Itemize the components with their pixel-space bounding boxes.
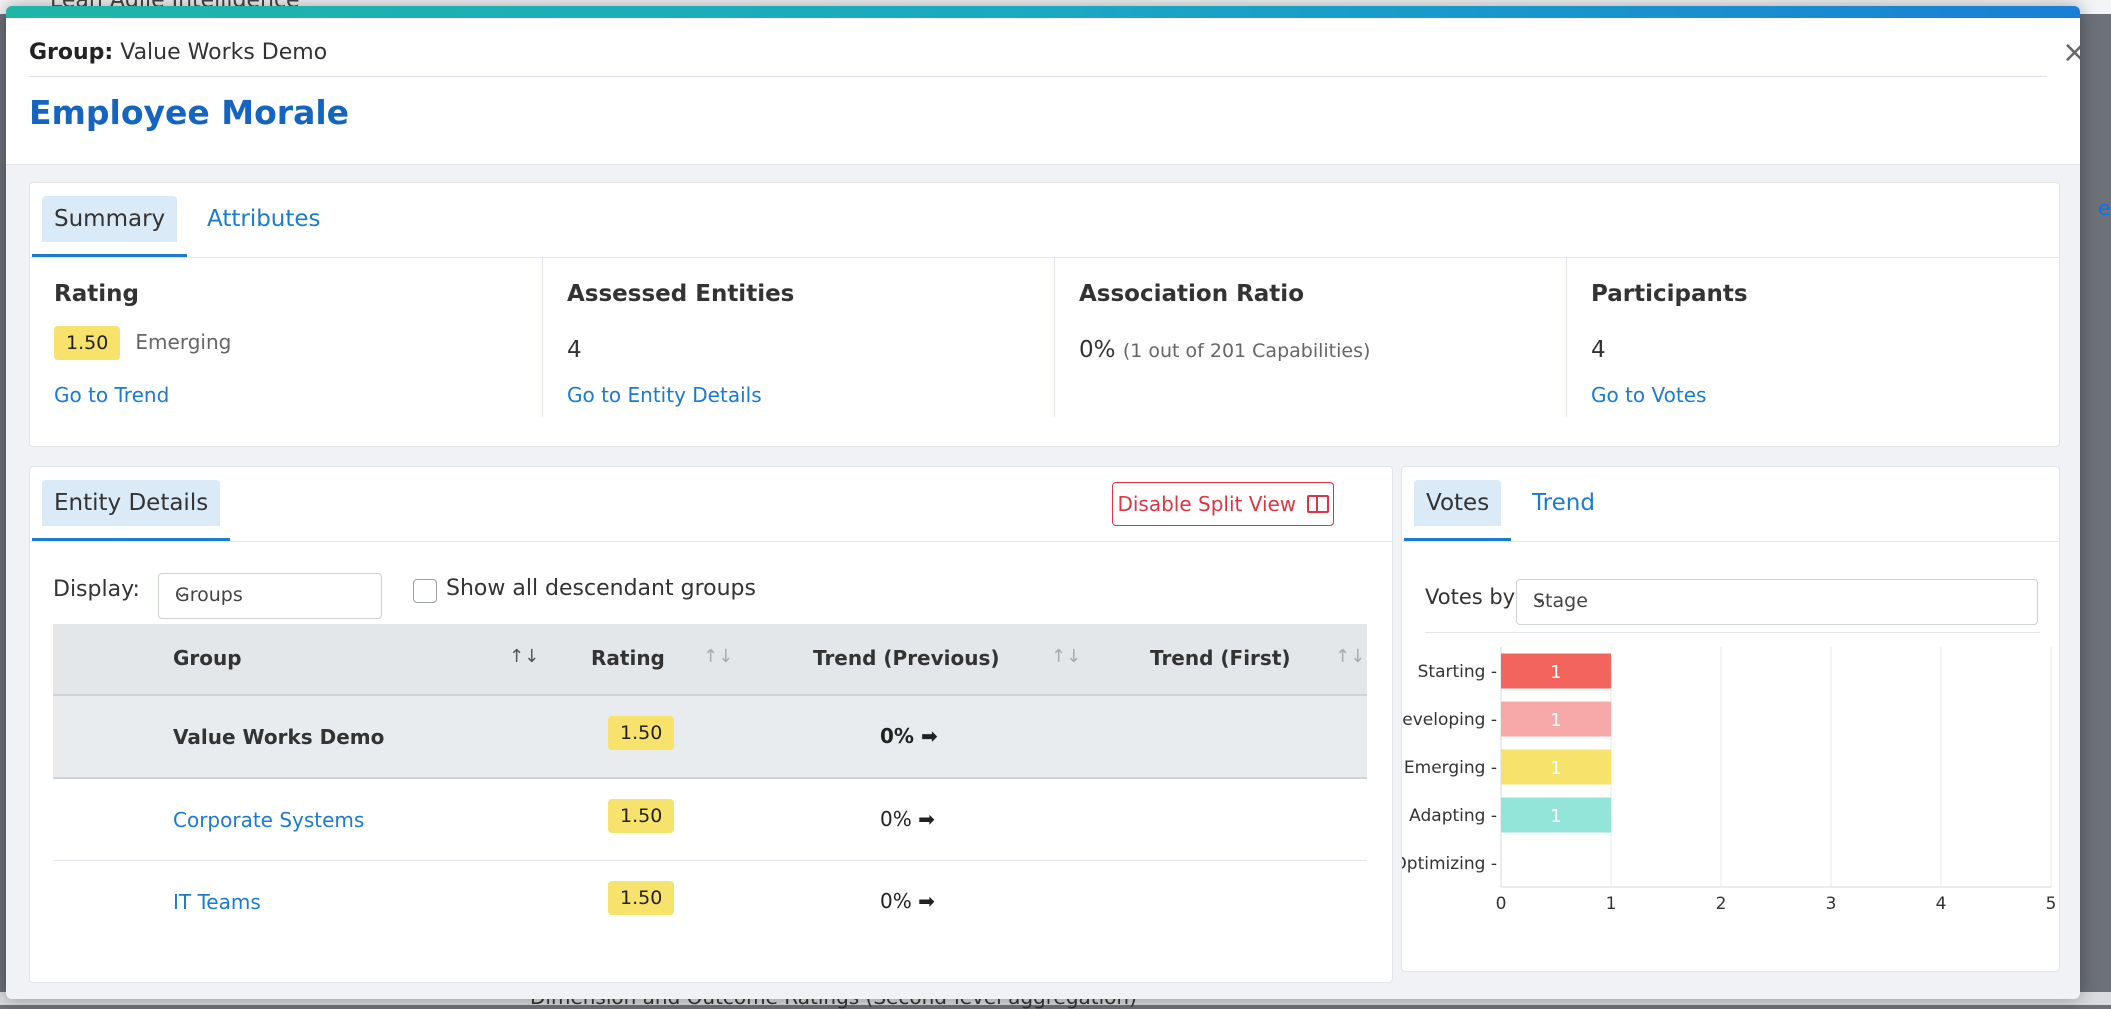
header-divider bbox=[29, 76, 2047, 77]
bar-data-label: 1 bbox=[1550, 806, 1561, 827]
assessed-value: 4 bbox=[567, 337, 582, 363]
votes-tabs: Votes Trend bbox=[1402, 467, 2059, 542]
row-group-link[interactable]: Corporate Systems bbox=[173, 808, 365, 832]
table-row: IT Teams 1.50 0% ➡ bbox=[53, 861, 1367, 942]
sort-icon[interactable]: ↑↓ bbox=[1335, 646, 1366, 667]
disable-split-view-button[interactable]: Disable Split View bbox=[1112, 482, 1334, 526]
row-rating-badge: 1.50 bbox=[608, 881, 675, 915]
row-trend-previous: 0% ➡ bbox=[880, 889, 935, 913]
votes-by-label: Votes by: bbox=[1425, 585, 1521, 609]
association-detail: (1 out of 201 Capabilities) bbox=[1122, 340, 1371, 362]
entity-table: Group ↑↓ Rating ↑↓ Trend (Previous) ↑↓ T… bbox=[53, 624, 1367, 942]
entity-details-card: Entity Details Disable Split View Displa… bbox=[29, 466, 1393, 983]
sort-icon[interactable]: ↑↓ bbox=[703, 646, 734, 667]
background-fragment: e bbox=[2098, 196, 2111, 220]
association-heading: Association Ratio bbox=[1079, 281, 1304, 307]
go-to-votes-link[interactable]: Go to Votes bbox=[1591, 383, 1707, 407]
chevron-down-icon: ⌄ bbox=[175, 582, 189, 601]
x-tick-label: 2 bbox=[1716, 894, 1727, 914]
rating-badge: 1.50 bbox=[54, 326, 121, 360]
x-tick-label: 1 bbox=[1606, 894, 1617, 914]
col-trend-previous[interactable]: Trend (Previous) bbox=[813, 646, 1000, 670]
y-category-label: Developing - bbox=[1402, 710, 1497, 730]
x-tick-label: 0 bbox=[1496, 894, 1507, 914]
col-rating[interactable]: Rating bbox=[591, 646, 665, 670]
vote-bar[interactable] bbox=[1501, 653, 1611, 689]
summary-association: Association Ratio 0% (1 out of 201 Capab… bbox=[1054, 257, 1567, 417]
row-trend-previous: 0% ➡ bbox=[880, 724, 938, 748]
display-select[interactable]: Groups ⌄ bbox=[158, 573, 382, 619]
summary-assessed: Assessed Entities 4 Go to Entity Details bbox=[542, 257, 1055, 417]
chevron-down-icon: ⌄ bbox=[1533, 588, 1547, 607]
summary-card: Summary Attributes Rating 1.50 Emerging … bbox=[29, 182, 2060, 447]
show-descendants-label[interactable]: Show all descendant groups bbox=[446, 576, 756, 601]
rating-heading: Rating bbox=[54, 281, 139, 307]
x-tick-label: 3 bbox=[1826, 894, 1837, 914]
split-view-icon bbox=[1306, 495, 1329, 513]
association-value: 0% (1 out of 201 Capabilities) bbox=[1079, 337, 1370, 363]
row-rating-badge: 1.50 bbox=[608, 799, 675, 833]
y-category-label: Starting - bbox=[1418, 662, 1497, 682]
association-percent: 0% bbox=[1079, 337, 1116, 363]
entity-tabs: Entity Details Disable Split View bbox=[30, 467, 1392, 542]
sort-icon[interactable]: ↑↓ bbox=[509, 646, 540, 667]
bar-data-label: 1 bbox=[1550, 662, 1561, 683]
chart-divider bbox=[1425, 632, 2040, 633]
table-row: Corporate Systems 1.50 0% ➡ bbox=[53, 779, 1367, 861]
group-label: Group: bbox=[29, 40, 114, 65]
modal-header: Group: Value Works Demo × Employee Moral… bbox=[6, 18, 2080, 165]
show-descendants-checkbox[interactable] bbox=[413, 579, 437, 603]
close-icon[interactable]: × bbox=[2062, 35, 2080, 70]
row-group-link[interactable]: IT Teams bbox=[173, 890, 261, 914]
votes-card: Votes Trend Votes by: Stage ⌄ 0 1 2 3 4 5 Star… bbox=[1401, 466, 2060, 972]
row-rating-badge: 1.50 bbox=[608, 716, 675, 750]
table-header: Group ↑↓ Rating ↑↓ Trend (Previous) ↑↓ T… bbox=[53, 624, 1367, 696]
arrow-right-icon: ➡ bbox=[918, 807, 935, 831]
row-group-name: Value Works Demo bbox=[173, 725, 385, 749]
y-category-label: Adapting - bbox=[1409, 806, 1497, 826]
page-title: Employee Morale bbox=[29, 93, 350, 132]
arrow-right-icon: ➡ bbox=[918, 889, 935, 913]
row-trend-previous: 0% ➡ bbox=[880, 807, 935, 831]
summary-rating: Rating 1.50 Emerging Go to Trend bbox=[30, 257, 542, 417]
sort-icon[interactable]: ↑↓ bbox=[1051, 646, 1082, 667]
x-tick-label: 4 bbox=[1936, 894, 1947, 914]
group-line: Group: Value Works Demo bbox=[29, 40, 327, 65]
metric-modal: Group: Value Works Demo × Employee Moral… bbox=[6, 6, 2080, 999]
bar-data-label: 1 bbox=[1550, 758, 1561, 779]
tab-summary[interactable]: Summary bbox=[31, 196, 188, 257]
col-trend-first[interactable]: Trend (First) bbox=[1150, 646, 1291, 670]
modal-accent-bar bbox=[6, 6, 2080, 18]
summary-tabs: Summary Attributes bbox=[30, 183, 2059, 258]
vote-bar[interactable] bbox=[1501, 749, 1611, 785]
vote-bar[interactable] bbox=[1501, 797, 1611, 833]
x-tick-label: 5 bbox=[2046, 894, 2057, 914]
go-to-trend-link[interactable]: Go to Trend bbox=[54, 383, 170, 407]
y-category-label: Optimizing - bbox=[1402, 854, 1497, 874]
rating-stage: Emerging bbox=[135, 330, 232, 354]
tab-votes[interactable]: Votes bbox=[1403, 480, 1512, 541]
tab-attributes[interactable]: Attributes bbox=[207, 206, 321, 232]
arrow-right-icon: ➡ bbox=[920, 724, 938, 748]
display-select-value: Groups bbox=[175, 584, 243, 606]
summary-participants: Participants 4 Go to Votes bbox=[1566, 257, 2059, 417]
split-view-label: Disable Split View bbox=[1117, 492, 1297, 516]
group-name: Value Works Demo bbox=[120, 40, 328, 65]
participants-heading: Participants bbox=[1591, 281, 1748, 307]
votes-by-select[interactable]: Stage ⌄ bbox=[1516, 579, 2038, 625]
rating-display: 1.50 Emerging bbox=[54, 326, 231, 360]
votes-chart: 0 1 2 3 4 5 Starting - 1 Developing - 1 Emerging -… bbox=[1402, 647, 2057, 914]
go-to-entity-details-link[interactable]: Go to Entity Details bbox=[567, 383, 762, 407]
participants-value: 4 bbox=[1591, 337, 1606, 363]
bar-data-label: 1 bbox=[1550, 710, 1561, 731]
votes-by-value: Stage bbox=[1533, 590, 1588, 612]
y-category-label: Emerging - bbox=[1404, 758, 1497, 778]
vote-bar[interactable] bbox=[1501, 701, 1611, 737]
col-group[interactable]: Group bbox=[173, 646, 242, 670]
assessed-heading: Assessed Entities bbox=[567, 281, 795, 307]
tab-entity-details[interactable]: Entity Details bbox=[31, 480, 231, 541]
tab-trend[interactable]: Trend bbox=[1532, 490, 1595, 516]
display-label: Display: bbox=[53, 577, 140, 602]
table-row: Value Works Demo 1.50 0% ➡ bbox=[53, 696, 1367, 779]
